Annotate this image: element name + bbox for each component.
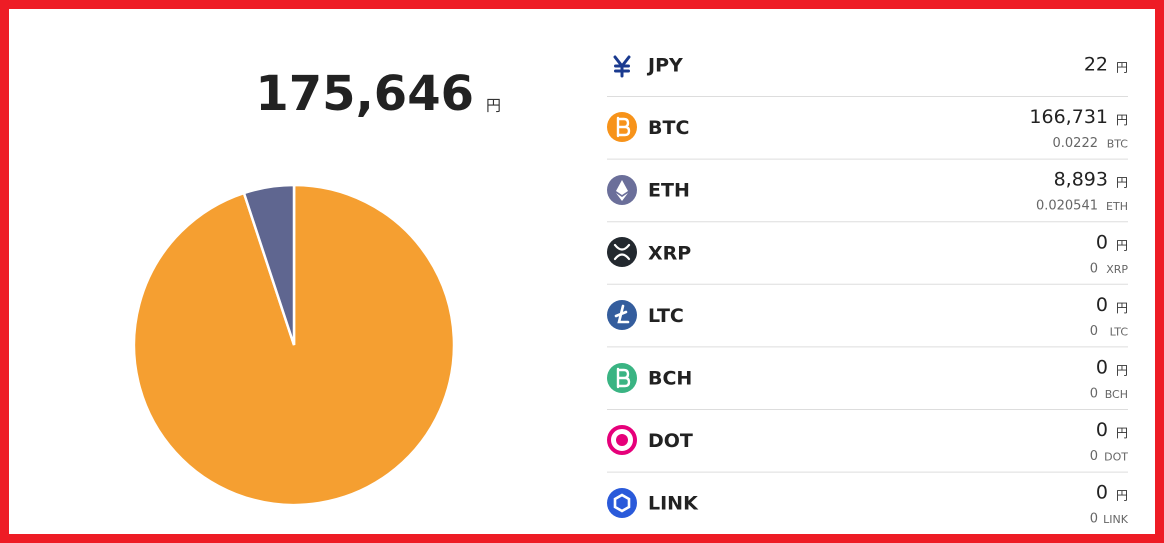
bch-glyph — [616, 367, 631, 389]
jpy-unit: 円 — [1116, 113, 1128, 127]
amount: 0 — [1090, 449, 1098, 464]
amount-unit: DOT — [1104, 451, 1128, 464]
link-glyph — [613, 493, 631, 513]
jpy-value: 0 — [1096, 294, 1108, 316]
asset-symbol: DOT — [648, 430, 693, 452]
amount: 0 — [1090, 512, 1098, 527]
dot-glyph — [616, 434, 628, 446]
jpy-unit: 円 — [1116, 61, 1128, 75]
asset-symbol: XRP — [648, 242, 691, 264]
amount-unit: ETH — [1106, 200, 1128, 213]
amount-unit: XRP — [1106, 263, 1128, 276]
jpy-unit: 円 — [1116, 238, 1128, 252]
jpy-unit: 円 — [1116, 364, 1128, 378]
asset-symbol: LINK — [648, 493, 699, 515]
jpy-value: 22 — [1084, 54, 1108, 76]
pie-slice — [242, 183, 296, 346]
amount: 0.020541 — [1036, 199, 1098, 214]
xrp-icon — [607, 237, 637, 267]
asset-symbol: BCH — [648, 368, 692, 390]
dot-icon — [607, 425, 637, 455]
amount: 0 — [1090, 387, 1098, 402]
amount-unit: BTC — [1107, 138, 1129, 151]
asset-list: JPY 22 円 BTC 166,731 円 0.0222 BTC ETH 8,893 円 0.020… — [607, 54, 1129, 527]
jpy-unit: 円 — [1116, 176, 1128, 190]
jpy-icon — [613, 55, 631, 78]
jpy-value: 0 — [1096, 357, 1108, 379]
jpy-value: 0 — [1096, 419, 1108, 441]
asset-symbol: ETH — [648, 180, 690, 202]
amount: 0 — [1090, 324, 1098, 339]
jpy-unit: 円 — [1116, 301, 1128, 315]
jpy-unit: 円 — [1116, 426, 1128, 440]
total-value: 175,646 — [255, 66, 474, 122]
btc-glyph — [616, 116, 631, 138]
jpy-value: 0 — [1096, 231, 1108, 253]
amount-unit: LTC — [1110, 325, 1129, 338]
asset-symbol: JPY — [646, 55, 683, 77]
asset-symbol: BTC — [648, 117, 689, 139]
pie-chart — [132, 183, 456, 507]
amount: 0.0222 — [1053, 136, 1099, 151]
jpy-unit: 円 — [1116, 489, 1128, 503]
link-icon — [607, 488, 637, 518]
amount: 0 — [1090, 261, 1098, 276]
amount-unit: LINK — [1103, 513, 1129, 526]
eth-glyph — [616, 180, 628, 201]
jpy-value: 8,893 — [1054, 169, 1108, 191]
icons — [607, 55, 637, 518]
jpy-value: 166,731 — [1029, 106, 1108, 128]
amount-unit: BCH — [1105, 388, 1128, 401]
asset-symbol: LTC — [648, 305, 684, 327]
ltc-glyph — [614, 304, 630, 324]
total-unit: 円 — [486, 97, 501, 115]
jpy-value: 0 — [1096, 482, 1108, 504]
xrp-glyph — [613, 243, 631, 261]
